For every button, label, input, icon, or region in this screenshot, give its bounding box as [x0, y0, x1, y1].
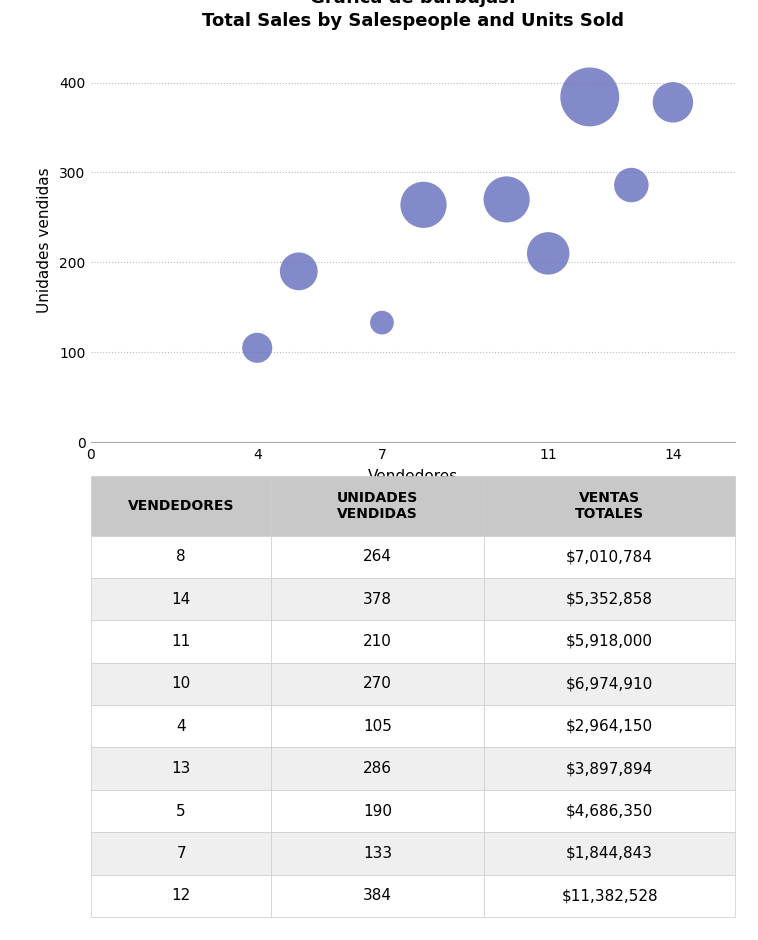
Text: 11: 11	[171, 634, 191, 649]
Bar	[484, 790, 735, 832]
Text: VENTAS
TOTALES: VENTAS TOTALES	[575, 491, 644, 521]
Bar	[271, 663, 484, 705]
Bar	[271, 832, 484, 874]
Y-axis label: Unidades vendidas: Unidades vendidas	[37, 167, 52, 313]
Text: 210: 210	[363, 634, 392, 649]
Bar	[91, 832, 271, 874]
Bar	[484, 832, 735, 874]
Text: 378: 378	[363, 591, 392, 606]
Text: 190: 190	[363, 804, 392, 819]
Bar	[91, 620, 271, 663]
Point	[293, 264, 305, 279]
Text: $6,974,910: $6,974,910	[566, 677, 653, 691]
Bar	[91, 705, 271, 747]
Bar	[484, 620, 735, 663]
Text: $7,010,784: $7,010,784	[566, 549, 653, 564]
Bar	[271, 874, 484, 916]
Point	[667, 95, 679, 110]
Bar	[271, 477, 484, 536]
Bar	[91, 747, 271, 790]
Text: 270: 270	[363, 677, 392, 691]
Bar	[484, 663, 735, 705]
Text: 286: 286	[363, 761, 392, 776]
Bar	[271, 790, 484, 832]
Point	[376, 315, 388, 330]
Point	[500, 192, 512, 207]
Text: 105: 105	[363, 719, 392, 734]
Bar	[484, 536, 735, 578]
Bar	[271, 578, 484, 620]
Text: $5,918,000: $5,918,000	[566, 634, 653, 649]
Text: 133: 133	[363, 846, 392, 861]
Bar	[91, 874, 271, 916]
Text: $2,964,150: $2,964,150	[566, 719, 653, 734]
Bar	[91, 578, 271, 620]
Bar	[91, 663, 271, 705]
Point	[584, 89, 596, 104]
Title: Gráfica de burbujas:
Total Sales by Salespeople and Units Sold: Gráfica de burbujas: Total Sales by Sale…	[202, 0, 624, 30]
Bar	[271, 705, 484, 747]
Text: 264: 264	[363, 549, 392, 564]
Bar	[91, 477, 271, 536]
Bar	[91, 536, 271, 578]
Text: 14: 14	[171, 591, 191, 606]
Text: UNIDADES
VENDIDAS: UNIDADES VENDIDAS	[337, 491, 418, 521]
Bar	[91, 790, 271, 832]
Point	[625, 178, 637, 193]
Text: 10: 10	[171, 677, 191, 691]
Text: 8: 8	[177, 549, 186, 564]
Text: 12: 12	[171, 888, 191, 903]
Point	[418, 197, 430, 212]
Bar	[484, 705, 735, 747]
Text: 7: 7	[177, 846, 186, 861]
Text: 4: 4	[177, 719, 186, 734]
Bar	[271, 536, 484, 578]
Point	[251, 340, 263, 355]
X-axis label: Vendedores: Vendedores	[368, 469, 459, 484]
Text: 384: 384	[363, 888, 392, 903]
Text: VENDEDORES: VENDEDORES	[128, 499, 234, 513]
Bar	[484, 747, 735, 790]
Text: $11,382,528: $11,382,528	[562, 888, 658, 903]
Bar	[271, 620, 484, 663]
Text: $5,352,858: $5,352,858	[566, 591, 653, 606]
Bar	[484, 578, 735, 620]
Bar	[271, 747, 484, 790]
Text: $3,897,894: $3,897,894	[566, 761, 653, 776]
Point	[542, 246, 554, 261]
Text: $1,844,843: $1,844,843	[566, 846, 653, 861]
Bar	[484, 874, 735, 916]
Text: 5: 5	[177, 804, 186, 819]
Text: $4,686,350: $4,686,350	[566, 804, 653, 819]
Text: 13: 13	[171, 761, 191, 776]
Bar	[484, 477, 735, 536]
